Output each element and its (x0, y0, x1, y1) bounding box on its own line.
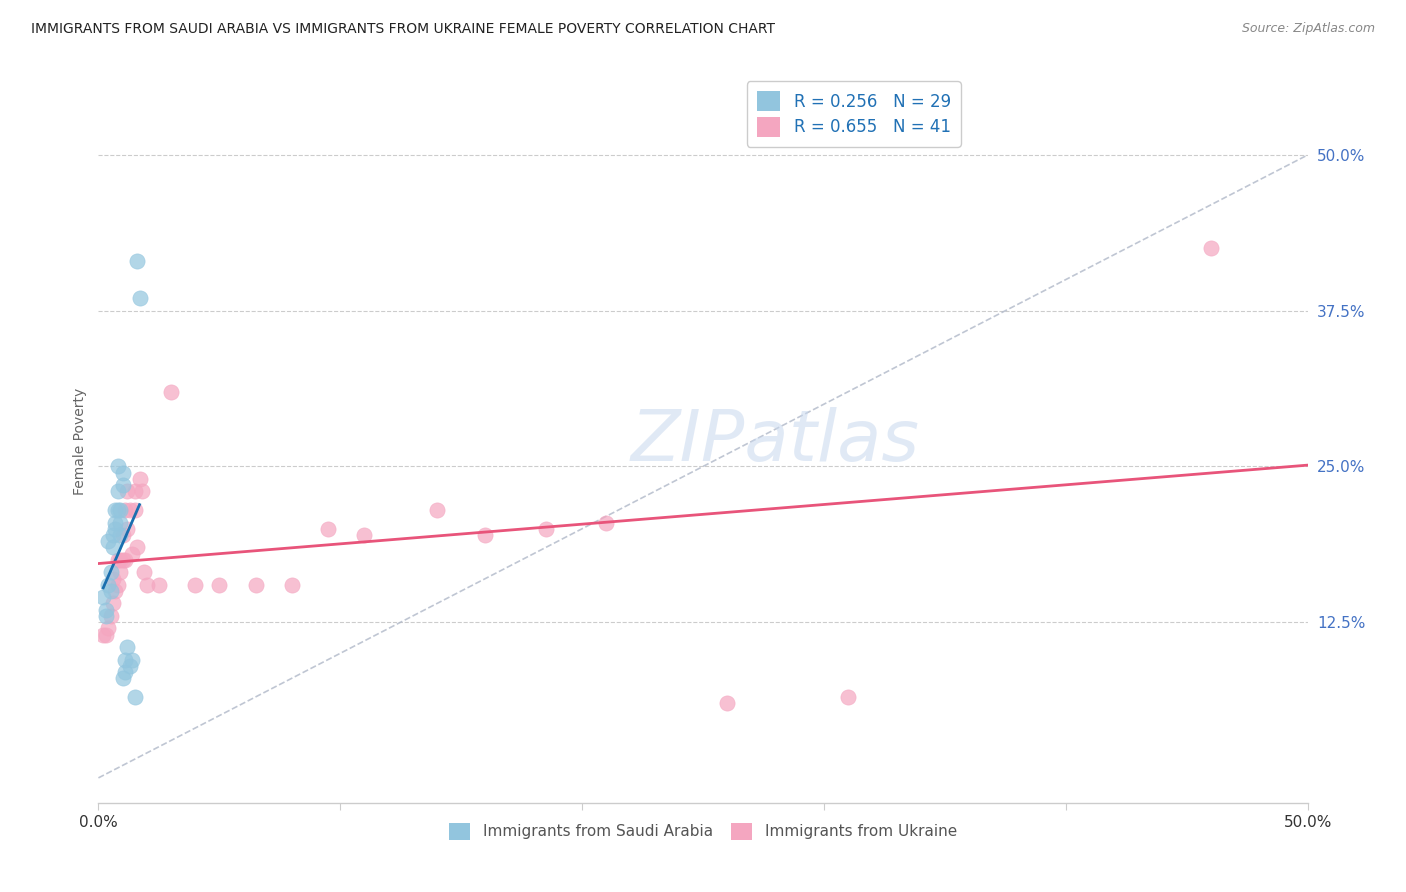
Point (117, 484, 139, 499)
Point (316, 522, 339, 536)
Point (111, 553, 134, 567)
Point (101, 597, 124, 611)
Point (107, 503, 129, 517)
Point (1199, 242, 1222, 256)
Point (111, 478, 134, 492)
Point (101, 572, 124, 586)
Point (127, 253, 149, 268)
Legend: Immigrants from Saudi Arabia, Immigrants from Ukraine: Immigrants from Saudi Arabia, Immigrants… (440, 814, 966, 849)
Point (716, 696, 738, 710)
Text: Source: ZipAtlas.com: Source: ZipAtlas.com (1241, 22, 1375, 36)
Point (124, 503, 146, 517)
Point (108, 528, 131, 542)
Point (100, 609, 122, 624)
Point (128, 291, 150, 305)
Point (104, 516, 127, 530)
Text: ZIPatlas: ZIPatlas (631, 407, 920, 476)
Point (111, 528, 134, 542)
Y-axis label: Female Poverty: Female Poverty (73, 388, 87, 495)
Point (474, 528, 496, 542)
Point (124, 690, 146, 704)
Point (94, 627, 117, 641)
Point (353, 528, 375, 542)
Point (121, 652, 143, 666)
Point (101, 528, 124, 542)
Point (97, 621, 120, 635)
Point (118, 658, 141, 673)
Point (108, 566, 131, 580)
Point (97, 578, 120, 592)
Point (91, 627, 114, 641)
Point (148, 578, 170, 592)
Point (114, 652, 136, 666)
Point (94, 603, 117, 617)
Point (837, 690, 859, 704)
Point (114, 665, 136, 679)
Point (128, 472, 150, 486)
Point (160, 384, 183, 399)
Point (100, 566, 122, 580)
Point (124, 484, 146, 499)
Point (94, 609, 117, 624)
Point (534, 522, 557, 536)
Point (117, 522, 139, 536)
Point (281, 578, 304, 592)
Text: IMMIGRANTS FROM SAUDI ARABIA VS IMMIGRANTS FROM UKRAINE FEMALE POVERTY CORRELATI: IMMIGRANTS FROM SAUDI ARABIA VS IMMIGRAN… (31, 22, 775, 37)
Point (121, 547, 143, 561)
Point (114, 503, 136, 517)
Point (117, 640, 139, 654)
Point (108, 516, 131, 530)
Point (208, 578, 231, 592)
Point (107, 553, 129, 567)
Point (101, 541, 124, 555)
Point (107, 459, 129, 474)
Point (245, 578, 267, 592)
Point (111, 466, 134, 480)
Point (108, 553, 131, 567)
Point (595, 516, 617, 530)
Point (184, 578, 207, 592)
Point (114, 553, 136, 567)
Point (91, 591, 114, 605)
Point (135, 578, 157, 592)
Point (100, 584, 122, 599)
Point (426, 503, 449, 517)
Point (108, 503, 131, 517)
Point (118, 503, 141, 517)
Point (104, 522, 127, 536)
Point (104, 503, 127, 517)
Point (111, 671, 134, 685)
Point (104, 584, 127, 599)
Point (131, 484, 153, 499)
Point (134, 566, 156, 580)
Point (107, 578, 129, 592)
Point (107, 484, 129, 499)
Point (127, 541, 149, 555)
Point (97, 534, 120, 549)
